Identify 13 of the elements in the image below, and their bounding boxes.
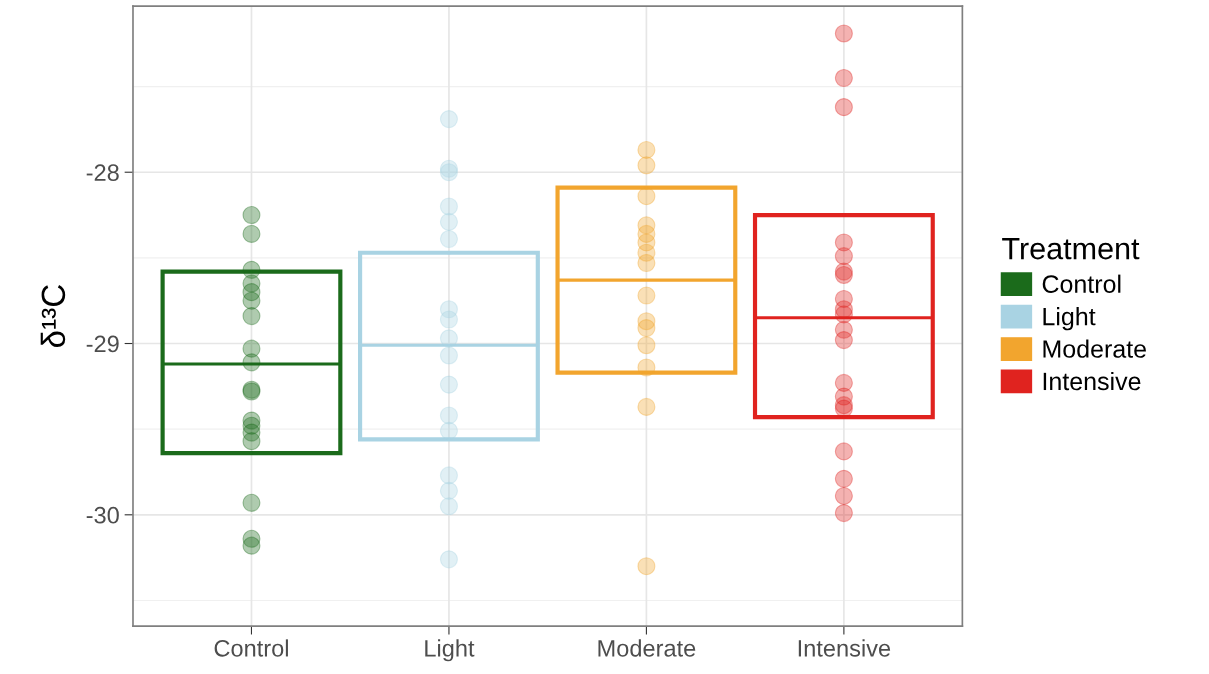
x-tick-label: Intensive bbox=[798, 639, 891, 657]
y-tick-label: -28 bbox=[86, 164, 119, 182]
x-tick-label: Moderate bbox=[598, 639, 696, 657]
y-tick-label: -30 bbox=[86, 506, 119, 524]
y-axis-title: δ¹³C bbox=[40, 284, 66, 348]
legend-label: Control bbox=[1042, 274, 1121, 293]
y-tick-label: -29 bbox=[86, 335, 119, 353]
legend-label: Moderate bbox=[1043, 339, 1146, 358]
legend-title: Treatment bbox=[1002, 238, 1140, 260]
x-tick-label: Control bbox=[214, 639, 288, 657]
x-tick-label: Light bbox=[425, 639, 475, 662]
legend-label: Intensive bbox=[1043, 371, 1141, 391]
legend-label: Light bbox=[1043, 307, 1096, 331]
